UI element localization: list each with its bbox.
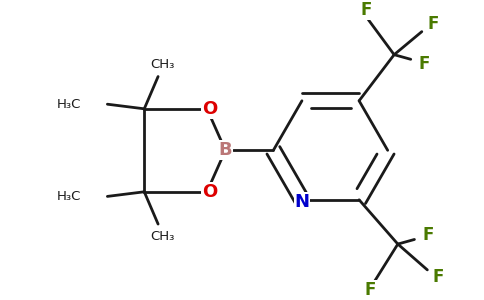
Text: O: O — [202, 183, 217, 201]
Text: F: F — [427, 15, 439, 33]
Text: N: N — [294, 193, 309, 211]
Text: F: F — [361, 2, 372, 20]
Text: CH₃: CH₃ — [151, 230, 175, 243]
Text: F: F — [364, 281, 376, 299]
Text: B: B — [219, 141, 232, 159]
Text: F: F — [423, 226, 434, 244]
Text: CH₃: CH₃ — [151, 58, 175, 71]
Text: H₃C: H₃C — [57, 98, 82, 111]
Text: H₃C: H₃C — [57, 190, 82, 203]
Text: F: F — [419, 55, 430, 73]
Text: O: O — [202, 100, 217, 118]
Text: F: F — [433, 268, 444, 286]
